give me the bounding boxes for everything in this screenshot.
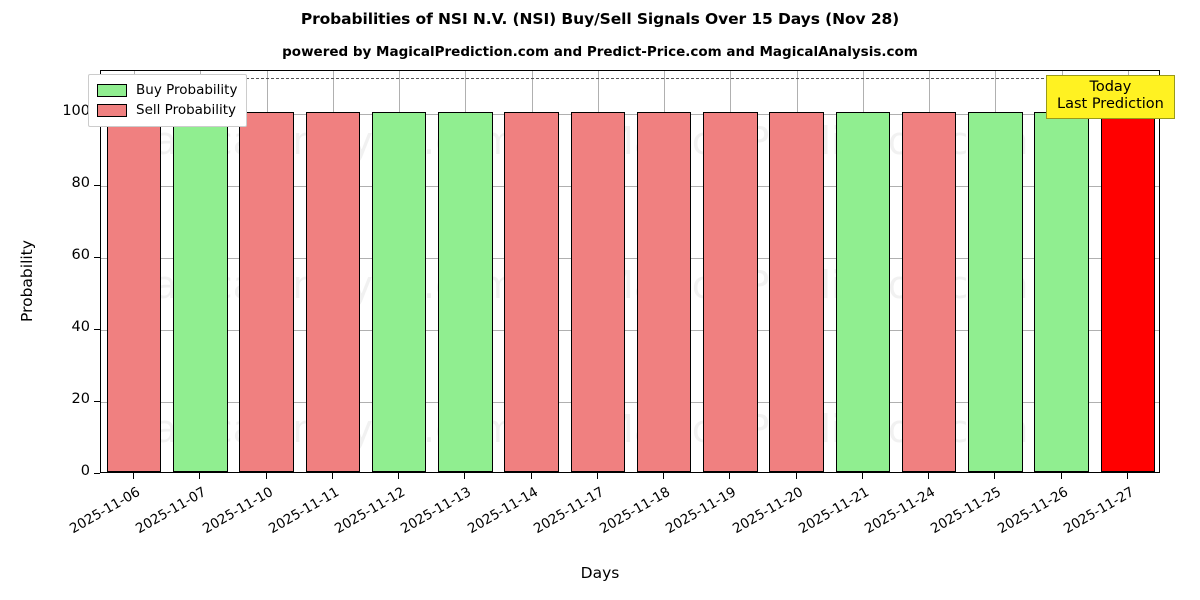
y-axis-label: Probability	[18, 239, 36, 322]
y-tick-label: 40	[71, 319, 90, 336]
gridline-horizontal	[101, 258, 1159, 260]
y-tick-mark	[94, 257, 100, 259]
x-tick-mark	[928, 473, 930, 479]
bar-sell[interactable]	[305, 112, 361, 472]
y-tick-label: 60	[71, 247, 90, 264]
bar-sell[interactable]	[570, 112, 626, 472]
legend-label: Buy Probability	[136, 82, 238, 98]
gridline-horizontal	[101, 114, 1159, 116]
x-tick-mark	[729, 473, 731, 479]
x-tick-mark	[265, 473, 267, 479]
x-tick-mark	[199, 473, 201, 479]
gridline-horizontal	[101, 330, 1159, 332]
x-tick-mark	[133, 473, 135, 479]
x-tick-mark	[464, 473, 466, 479]
x-tick-mark	[331, 473, 333, 479]
y-tick-label: 0	[80, 463, 90, 479]
today-annotation-line1: Today	[1089, 79, 1132, 95]
chart-title: Probabilities of NSI N.V. (NSI) Buy/Sell…	[300, 10, 900, 28]
bar-sell[interactable]	[901, 112, 957, 472]
y-tick-mark	[94, 329, 100, 331]
chart-legend[interactable]: Buy Probability Sell Probability	[88, 74, 248, 127]
x-tick-mark	[398, 473, 400, 479]
bar-buy[interactable]	[1034, 112, 1089, 472]
y-tick-label: 20	[71, 391, 90, 408]
bar-sell[interactable]	[106, 112, 162, 472]
x-axis-label: Days	[580, 564, 620, 582]
legend-swatch-icon	[97, 83, 127, 97]
bar-sell[interactable]	[239, 112, 294, 472]
x-tick-mark	[1126, 473, 1128, 479]
legend-item[interactable]: Sell Probability	[97, 100, 237, 120]
bar-today-sell[interactable]	[1100, 112, 1156, 472]
bar-sell[interactable]	[703, 112, 758, 472]
bar-sell[interactable]	[636, 112, 692, 472]
bar-buy[interactable]	[968, 112, 1023, 472]
legend-label: Sell Probability	[136, 102, 237, 118]
bar-sell[interactable]	[504, 112, 559, 472]
x-tick-mark	[530, 473, 532, 479]
x-tick-mark	[795, 473, 797, 479]
legend-swatch-icon	[97, 103, 127, 117]
gridline-horizontal	[101, 402, 1159, 404]
x-tick-mark	[861, 473, 863, 479]
x-tick-mark	[596, 473, 598, 479]
legend-item[interactable]: Buy Probability	[97, 80, 237, 100]
y-tick-label: 100	[62, 103, 90, 120]
chart-subtitle: powered by MagicalPrediction.com and Pre…	[282, 44, 918, 60]
bar-buy[interactable]	[173, 112, 228, 472]
y-tick-label: 80	[71, 175, 90, 192]
plot-area: MagicalAnalysis.comMagicalPrediction.com…	[100, 70, 1160, 473]
x-tick-mark	[1060, 473, 1062, 479]
x-tick-mark	[994, 473, 996, 479]
threshold-dashed-line	[101, 78, 1159, 80]
bar-buy[interactable]	[835, 112, 891, 472]
bar-buy[interactable]	[371, 112, 427, 472]
y-tick-mark	[94, 185, 100, 187]
today-annotation-line2: Last Prediction	[1057, 96, 1164, 113]
y-tick-mark	[94, 473, 100, 474]
bar-sell[interactable]	[769, 112, 824, 472]
today-annotation: Today Last Prediction	[1046, 75, 1175, 120]
y-tick-mark	[94, 401, 100, 403]
x-tick-mark	[663, 473, 665, 479]
gridline-horizontal	[101, 186, 1159, 188]
bar-buy[interactable]	[438, 112, 493, 472]
